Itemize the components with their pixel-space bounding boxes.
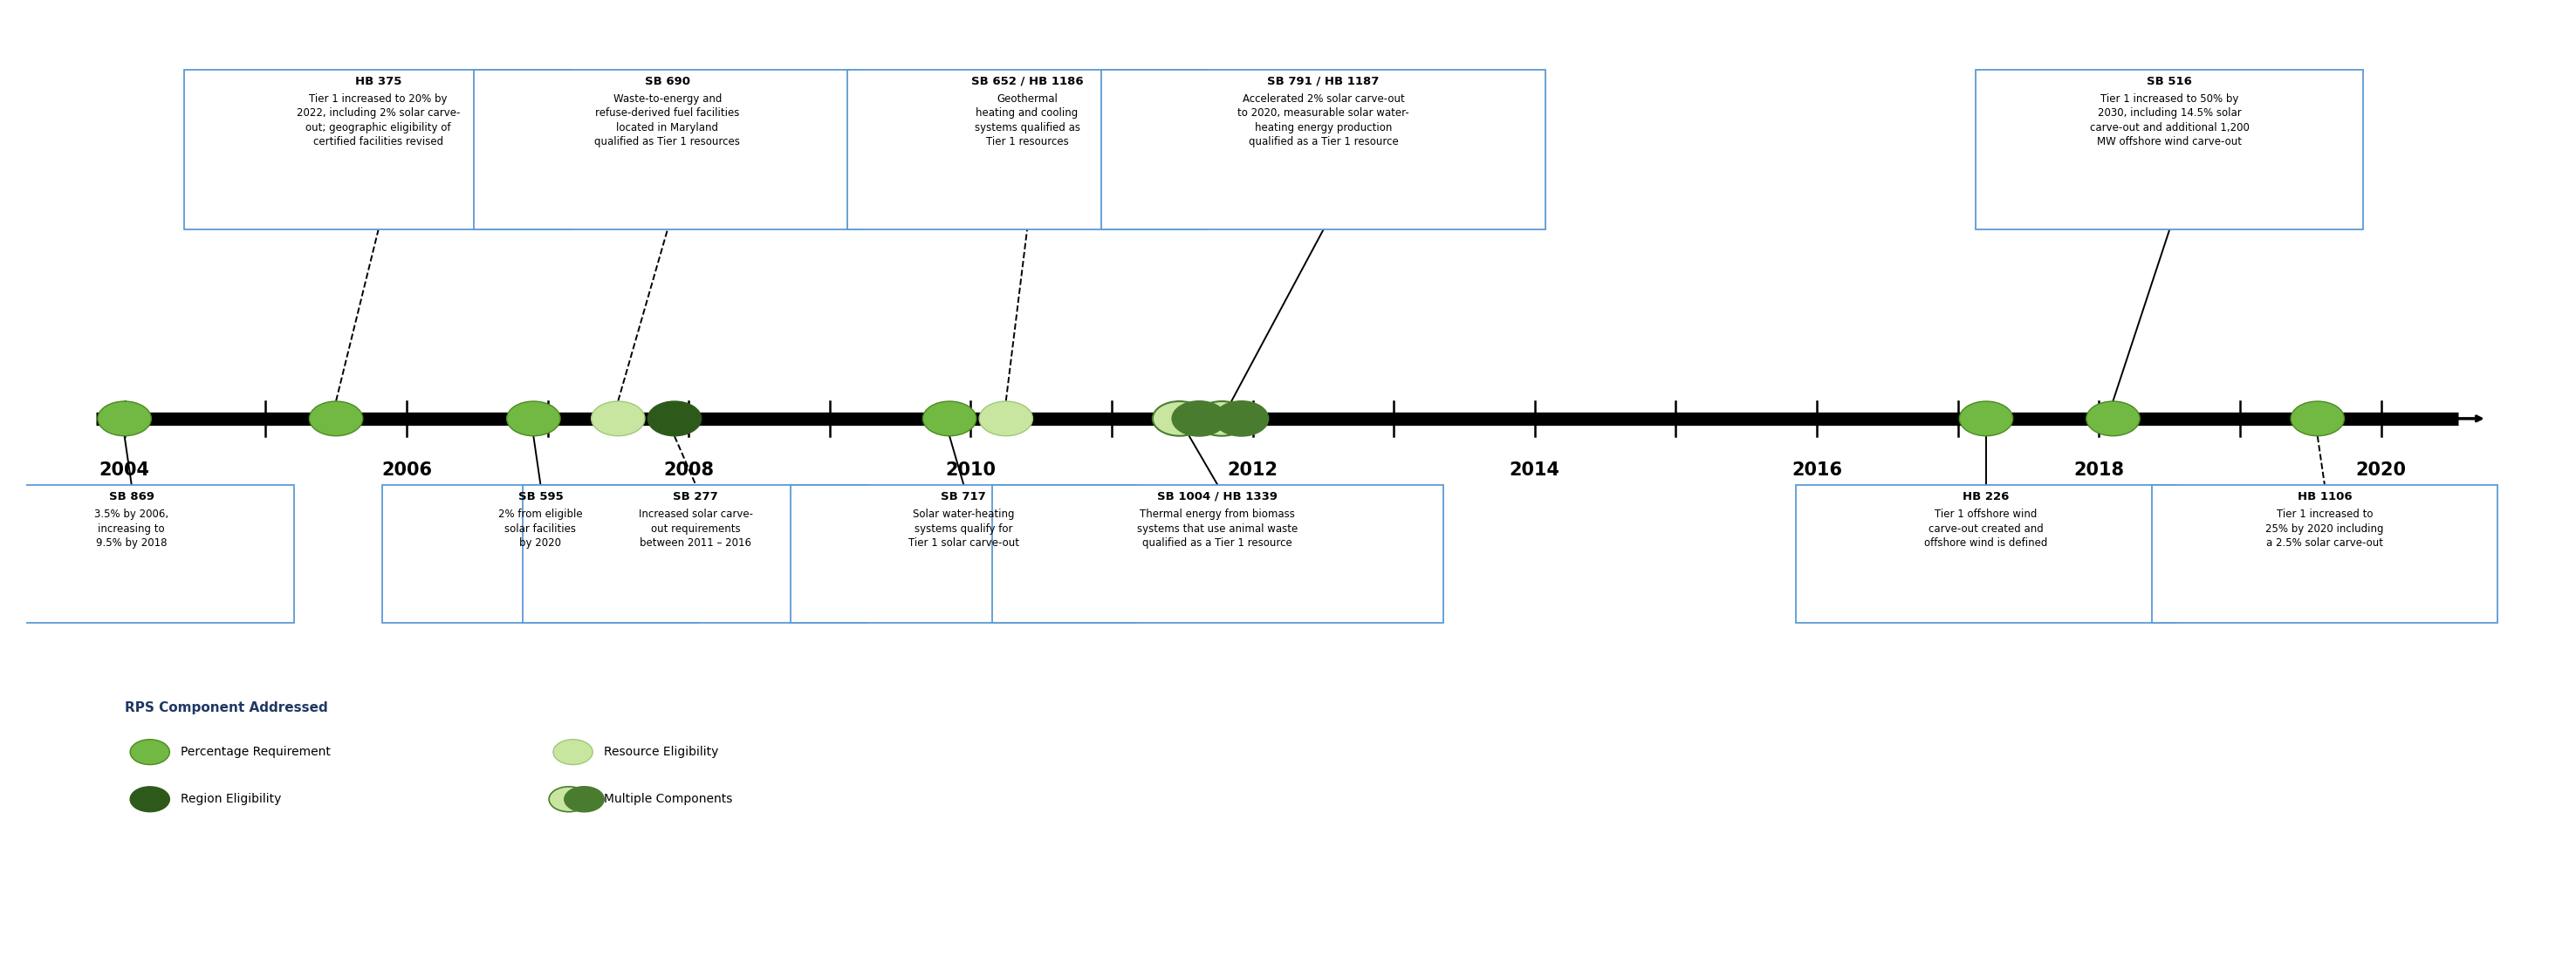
Text: 2012: 2012 (1226, 461, 1278, 479)
FancyBboxPatch shape (0, 484, 294, 623)
FancyBboxPatch shape (1100, 69, 1546, 230)
Ellipse shape (979, 402, 1033, 436)
FancyBboxPatch shape (992, 484, 1443, 623)
Ellipse shape (922, 402, 976, 436)
Text: Geothermal
heating and cooling
systems qualified as
Tier 1 resources: Geothermal heating and cooling systems q… (974, 93, 1079, 148)
Text: SB 791 / HB 1187: SB 791 / HB 1187 (1267, 76, 1378, 87)
Text: SB 869: SB 869 (108, 491, 155, 503)
Text: Percentage Requirement: Percentage Requirement (180, 746, 330, 758)
Text: Thermal energy from biomass
systems that use animal waste
qualified as a Tier 1 : Thermal energy from biomass systems that… (1136, 508, 1298, 549)
Text: Tier 1 increased to 20% by
2022, including 2% solar carve-
out; geographic eligi: Tier 1 increased to 20% by 2022, includi… (296, 93, 461, 148)
Text: 2004: 2004 (100, 461, 149, 479)
Text: Region Eligibility: Region Eligibility (180, 794, 281, 805)
Ellipse shape (1151, 402, 1206, 436)
Ellipse shape (2290, 402, 2344, 436)
Text: SB 277: SB 277 (672, 491, 719, 503)
Ellipse shape (549, 787, 587, 812)
FancyBboxPatch shape (1976, 69, 2362, 230)
FancyBboxPatch shape (848, 69, 1208, 230)
Ellipse shape (1960, 402, 2012, 436)
Text: Waste-to-energy and
refuse-derived fuel facilities
located in Maryland
qualified: Waste-to-energy and refuse-derived fuel … (595, 93, 739, 148)
Ellipse shape (131, 740, 170, 765)
Ellipse shape (647, 402, 701, 436)
Text: SB 717: SB 717 (940, 491, 987, 503)
Text: SB 690: SB 690 (644, 76, 690, 87)
Ellipse shape (131, 787, 170, 812)
Text: 2018: 2018 (2074, 461, 2125, 479)
Text: HB 226: HB 226 (1963, 491, 2009, 503)
Text: HB 375: HB 375 (355, 76, 402, 87)
Ellipse shape (1195, 402, 1249, 436)
Text: Increased solar carve-
out requirements
between 2011 – 2016: Increased solar carve- out requirements … (639, 508, 752, 549)
Text: SB 1004 / HB 1339: SB 1004 / HB 1339 (1157, 491, 1278, 503)
Text: SB 516: SB 516 (2146, 76, 2192, 87)
Text: RPS Component Addressed: RPS Component Addressed (124, 702, 327, 715)
Ellipse shape (309, 402, 363, 436)
FancyBboxPatch shape (2151, 484, 2496, 623)
Ellipse shape (98, 402, 152, 436)
Ellipse shape (1172, 402, 1226, 436)
Text: 2020: 2020 (2354, 461, 2406, 479)
FancyBboxPatch shape (381, 484, 698, 623)
FancyBboxPatch shape (523, 484, 868, 623)
FancyBboxPatch shape (1795, 484, 2177, 623)
FancyBboxPatch shape (185, 69, 572, 230)
Text: SB 652 / HB 1186: SB 652 / HB 1186 (971, 76, 1084, 87)
Text: Solar water-heating
systems qualify for
Tier 1 solar carve-out: Solar water-heating systems qualify for … (909, 508, 1020, 549)
Ellipse shape (2087, 402, 2141, 436)
Text: SB 595: SB 595 (518, 491, 564, 503)
FancyBboxPatch shape (791, 484, 1136, 623)
Text: Multiple Components: Multiple Components (603, 794, 732, 805)
Text: Accelerated 2% solar carve-out
to 2020, measurable solar water-
heating energy p: Accelerated 2% solar carve-out to 2020, … (1236, 93, 1409, 148)
Text: Tier 1 offshore wind
carve-out created and
offshore wind is defined: Tier 1 offshore wind carve-out created a… (1924, 508, 2048, 549)
Text: Tier 1 increased to
25% by 2020 including
a 2.5% solar carve-out: Tier 1 increased to 25% by 2020 includin… (2264, 508, 2383, 549)
FancyBboxPatch shape (474, 69, 860, 230)
Text: 2006: 2006 (381, 461, 433, 479)
Ellipse shape (507, 402, 559, 436)
Ellipse shape (564, 787, 603, 812)
Text: 2014: 2014 (1510, 461, 1561, 479)
Text: 2010: 2010 (945, 461, 997, 479)
Ellipse shape (592, 402, 644, 436)
Text: 2016: 2016 (1790, 461, 1842, 479)
Ellipse shape (554, 740, 592, 765)
Text: HB 1106: HB 1106 (2298, 491, 2352, 503)
Ellipse shape (1216, 402, 1267, 436)
Text: Resource Eligibility: Resource Eligibility (603, 746, 719, 758)
Text: 2008: 2008 (662, 461, 714, 479)
Text: 3.5% by 2006,
increasing to
9.5% by 2018: 3.5% by 2006, increasing to 9.5% by 2018 (95, 508, 167, 549)
Text: Tier 1 increased to 50% by
2030, including 14.5% solar
carve-out and additional : Tier 1 increased to 50% by 2030, includi… (2089, 93, 2249, 148)
Text: 2% from eligible
solar facilities
by 2020: 2% from eligible solar facilities by 202… (497, 508, 582, 549)
